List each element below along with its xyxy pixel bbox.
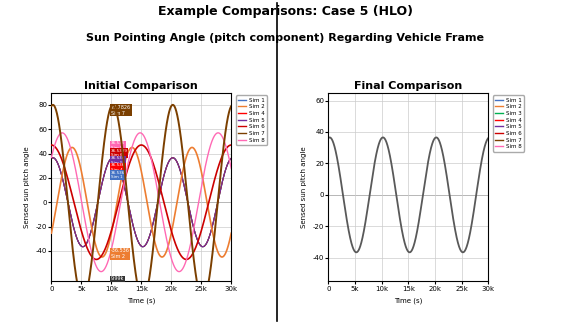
Y-axis label: Sensed sun pitch angle: Sensed sun pitch angle	[25, 146, 30, 228]
Text: -36.536
Sim 2: -36.536 Sim 2	[111, 249, 130, 259]
Legend: Sim 1, Sim 2, Sim 4, Sim 5, Sim 6, Sim 7, Sim 8: Sim 1, Sim 2, Sim 4, Sim 5, Sim 6, Sim 7…	[236, 95, 267, 145]
X-axis label: Time (s): Time (s)	[394, 297, 423, 304]
Text: 36.536
Sim 8: 36.536 Sim 8	[111, 141, 125, 150]
Text: 36.536
Sim 4: 36.536 Sim 4	[111, 163, 125, 172]
X-axis label: Time (s): Time (s)	[127, 297, 155, 304]
Legend: Sim 1, Sim 2, Sim 3, Sim 4, Sim 5, Sim 6, Sim 7, Sim 8: Sim 1, Sim 2, Sim 3, Sim 4, Sim 5, Sim 6…	[493, 95, 524, 152]
Text: Sun Pointing Angle (pitch component) Regarding Vehicle Frame: Sun Pointing Angle (pitch component) Reg…	[86, 33, 485, 43]
Title: Initial Comparison: Initial Comparison	[85, 80, 198, 90]
Title: Final Comparison: Final Comparison	[354, 80, 463, 90]
Text: 9.99k: 9.99k	[111, 276, 124, 281]
Text: 36.536
Sim 5: 36.536 Sim 5	[111, 156, 125, 165]
Text: 79.7826
Sim 7: 79.7826 Sim 7	[111, 105, 131, 116]
Text: Example Comparisons: Case 5 (HLO): Example Comparisons: Case 5 (HLO)	[158, 5, 413, 18]
Text: 36.5399
Sim 6: 36.5399 Sim 6	[111, 149, 128, 157]
Y-axis label: Sensed sun pitch angle: Sensed sun pitch angle	[301, 146, 307, 228]
Text: 36.536
Sim 1: 36.536 Sim 1	[111, 170, 125, 179]
